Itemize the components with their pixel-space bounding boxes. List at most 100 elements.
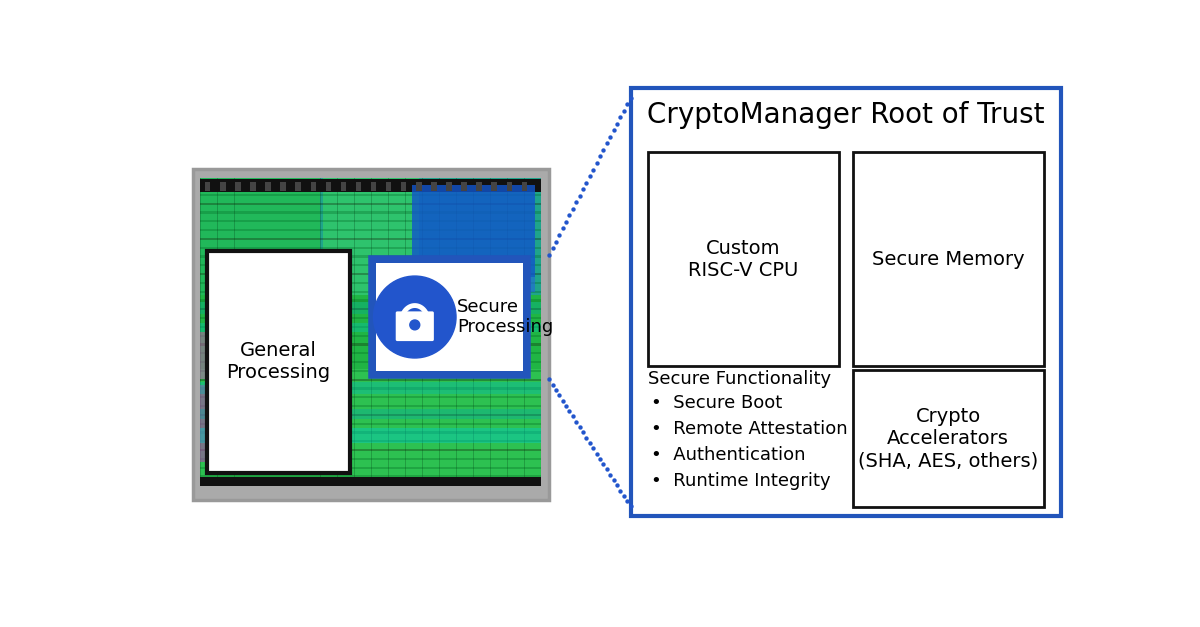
Point [620, 502, 640, 512]
Point [574, 184, 593, 194]
Point [550, 230, 569, 240]
Bar [200, 295, 541, 369]
Point [594, 459, 613, 469]
Bar [200, 344, 541, 345]
Point [607, 119, 626, 129]
Bar [355, 182, 361, 191]
Text: •  Runtime Integrity: • Runtime Integrity [652, 472, 832, 490]
Bar [200, 466, 541, 469]
Point [566, 198, 586, 208]
Bar [200, 428, 541, 443]
Bar [200, 317, 541, 319]
Circle shape [373, 276, 456, 358]
FancyBboxPatch shape [193, 169, 550, 500]
Bar [251, 182, 256, 191]
Bar [371, 182, 377, 191]
Bar [235, 182, 241, 191]
Point [583, 443, 602, 453]
Point [590, 454, 610, 464]
Bar [200, 370, 541, 372]
Point [577, 177, 596, 187]
Bar [200, 414, 541, 416]
Bar [341, 182, 346, 191]
Point [577, 433, 596, 443]
Bar [492, 182, 497, 191]
Bar [200, 308, 541, 310]
Bar [412, 277, 534, 292]
Text: Crypto
Accelerators
(SHA, AES, others): Crypto Accelerators (SHA, AES, others) [858, 408, 1038, 470]
Bar [200, 179, 541, 192]
Point [611, 112, 630, 122]
Bar [200, 211, 541, 214]
Point [598, 139, 617, 149]
Bar [200, 300, 541, 302]
Bar [200, 179, 541, 487]
Bar [412, 184, 534, 277]
Bar [476, 182, 482, 191]
Point [570, 422, 589, 432]
Bar [200, 282, 541, 284]
Bar [200, 458, 541, 460]
Point [587, 158, 606, 168]
Point [550, 390, 569, 400]
Point [542, 380, 562, 390]
Point [581, 171, 600, 181]
Point [557, 217, 576, 227]
Text: Secure
Processing: Secure Processing [457, 298, 553, 337]
Point [546, 385, 565, 395]
Point [563, 411, 582, 421]
FancyBboxPatch shape [852, 152, 1044, 366]
Bar [265, 182, 271, 191]
Bar [200, 246, 541, 249]
Point [607, 480, 626, 490]
Point [611, 485, 630, 495]
Bar [200, 409, 541, 419]
Point [618, 496, 637, 506]
Bar [200, 387, 541, 389]
Bar [200, 369, 541, 487]
Bar [200, 229, 541, 231]
Point [563, 204, 582, 214]
Point [553, 396, 572, 406]
Bar [200, 185, 541, 187]
Bar [200, 385, 241, 461]
Point [604, 475, 623, 485]
Bar [200, 179, 541, 295]
Point [574, 428, 593, 438]
Bar [386, 182, 391, 191]
Point [542, 243, 562, 253]
Text: •  Remote Attestation: • Remote Attestation [652, 419, 848, 438]
Bar [200, 203, 541, 205]
Bar [431, 182, 437, 191]
Bar [200, 273, 541, 275]
Bar [401, 182, 407, 191]
Point [620, 93, 640, 103]
Point [600, 470, 619, 480]
Circle shape [410, 320, 420, 330]
Point [566, 417, 586, 427]
Bar [281, 182, 286, 191]
FancyBboxPatch shape [852, 371, 1044, 507]
Text: Secure Functionality: Secure Functionality [648, 371, 830, 389]
Bar [200, 475, 541, 478]
Bar [200, 326, 541, 328]
Bar [200, 379, 541, 381]
Point [604, 125, 623, 135]
Point [594, 145, 613, 155]
Bar [200, 382, 541, 394]
Text: Secure Memory: Secure Memory [871, 250, 1025, 269]
Point [560, 406, 580, 416]
Bar [200, 352, 541, 354]
FancyBboxPatch shape [376, 263, 523, 371]
Bar [200, 264, 541, 266]
Bar [325, 182, 331, 191]
Bar [200, 484, 541, 487]
Point [540, 374, 559, 384]
Bar [200, 361, 541, 363]
Text: CryptoManager Root of Trust: CryptoManager Root of Trust [647, 102, 1044, 129]
FancyBboxPatch shape [630, 88, 1061, 515]
Point [560, 211, 580, 221]
Point [546, 236, 565, 246]
Bar [200, 302, 541, 314]
Point [570, 191, 589, 201]
